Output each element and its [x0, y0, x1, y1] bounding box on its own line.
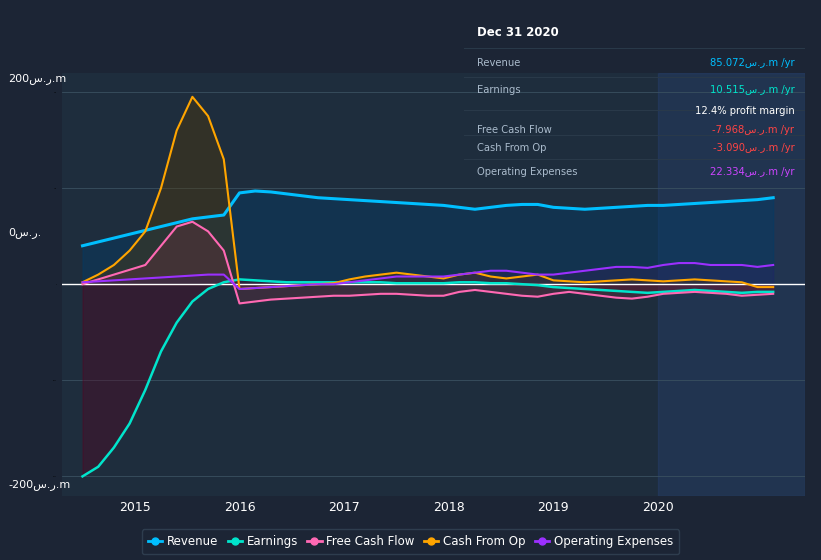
Text: 12.4% profit margin: 12.4% profit margin	[695, 105, 795, 115]
Text: Dec 31 2020: Dec 31 2020	[478, 26, 559, 39]
Text: 22.334س.ر.m /yr: 22.334س.ر.m /yr	[710, 167, 795, 177]
Text: Free Cash Flow: Free Cash Flow	[478, 125, 553, 135]
Text: Earnings: Earnings	[478, 85, 521, 95]
Text: 85.072س.ر.m /yr: 85.072س.ر.m /yr	[709, 58, 795, 68]
Bar	[658, 73, 805, 496]
Text: Cash From Op: Cash From Op	[478, 143, 547, 153]
Text: -3.090س.ر.m /yr: -3.090س.ر.m /yr	[713, 143, 795, 153]
Legend: Revenue, Earnings, Free Cash Flow, Cash From Op, Operating Expenses: Revenue, Earnings, Free Cash Flow, Cash …	[142, 529, 679, 554]
Text: 0س.ر.: 0س.ر.	[8, 227, 41, 238]
Text: Operating Expenses: Operating Expenses	[478, 167, 578, 177]
Text: -200س.ر.m: -200س.ر.m	[8, 479, 71, 490]
Text: 10.515س.ر.m /yr: 10.515س.ر.m /yr	[709, 85, 795, 95]
Text: 200س.ر.m: 200س.ر.m	[8, 73, 67, 84]
Text: -7.968س.ر.m /yr: -7.968س.ر.m /yr	[713, 125, 795, 135]
Text: Revenue: Revenue	[478, 58, 521, 68]
